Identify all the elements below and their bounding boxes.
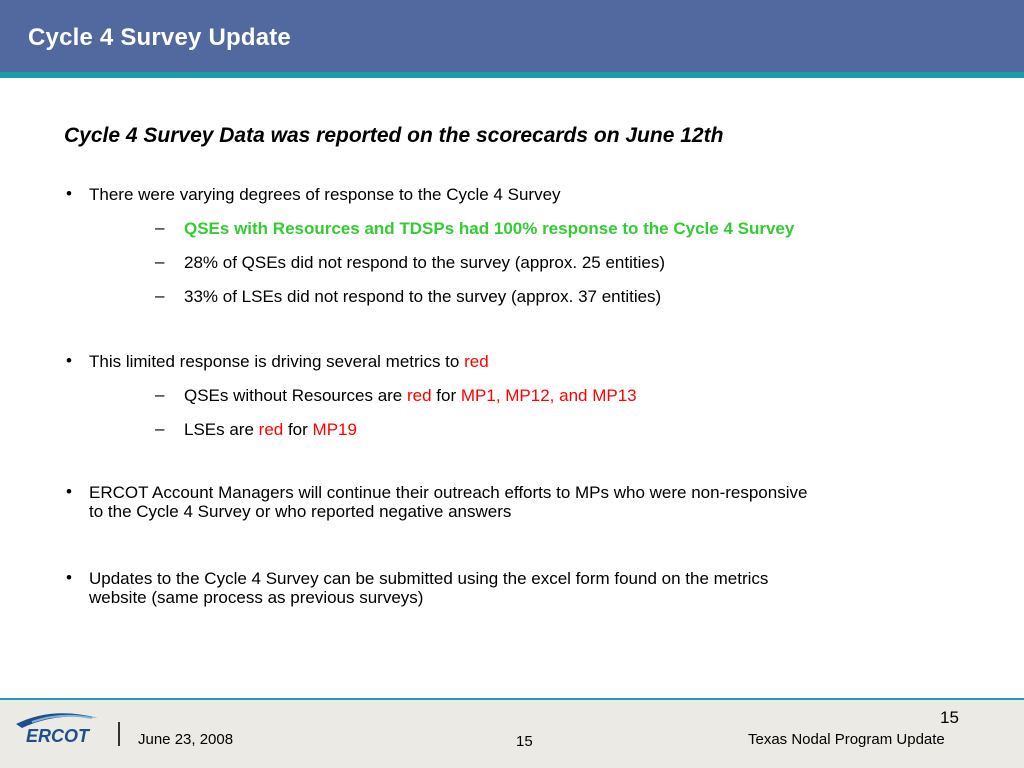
bullet-text-3-line-2: to the Cycle 4 Survey or who reported ne… [89,502,512,521]
sub-bullet-2-1: QSEs without Resources are red for MP1, … [184,386,637,406]
sub-bullet-2-2: LSEs are red for MP19 [184,420,357,440]
sub-bullet-2-1-text: QSEs without Resources are [184,386,407,405]
bullet-text-4-line-1: Updates to the Cycle 4 Survey can be sub… [89,569,769,588]
bullet-icon: • [66,351,72,370]
dash-icon: – [155,419,165,438]
metric-list: MP1, MP12, and MP13 [460,386,637,405]
bullet-text-2-main: This limited response is driving several… [89,352,465,371]
bullet-icon: • [66,568,72,587]
footer-bar [0,698,1024,768]
ercot-logo: ERCOT [12,708,104,748]
footer-page-number: 15 [516,733,533,750]
sub-bullet-1-3: 33% of LSEs did not respond to the surve… [184,287,662,306]
sub-bullet-2-2-text: LSEs are [184,420,259,439]
slide-number: 15 [940,708,959,727]
footer-date: June 23, 2008 [138,731,234,748]
bullet-text-4-line-2: website (same process as previous survey… [89,588,424,607]
footer-program-name: Texas Nodal Program Update [748,731,945,748]
for-word: for [283,420,313,439]
header-bar [0,0,1024,72]
bullet-icon: • [66,184,72,203]
bullet-text-2: This limited response is driving several… [89,352,489,372]
for-word: for [431,386,461,405]
header-rule [0,72,1024,78]
bullet-icon: • [66,482,72,501]
dash-icon: – [155,385,165,404]
slide-subtitle: Cycle 4 Survey Data was reported on the … [64,124,724,147]
dash-icon: – [155,218,165,237]
dash-icon: – [155,252,165,271]
red-word: red [258,420,284,439]
bullet-text-1: There were varying degrees of response t… [89,185,561,204]
ercot-swoosh-icon [16,713,98,728]
metric-list: MP19 [312,420,357,439]
logo-wordmark: ERCOT [26,726,89,746]
footer-rule [0,698,1024,700]
red-word: red [406,386,432,405]
sub-bullet-1-1: QSEs with Resources and TDSPs had 100% r… [184,219,795,238]
bullet-text-3-line-1: ERCOT Account Managers will continue the… [89,483,808,502]
sub-bullet-1-2: 28% of QSEs did not respond to the surve… [184,253,665,272]
footer-separator [118,722,120,746]
red-word: red [464,352,489,371]
dash-icon: – [155,286,165,305]
page-title: Cycle 4 Survey Update [28,24,291,51]
